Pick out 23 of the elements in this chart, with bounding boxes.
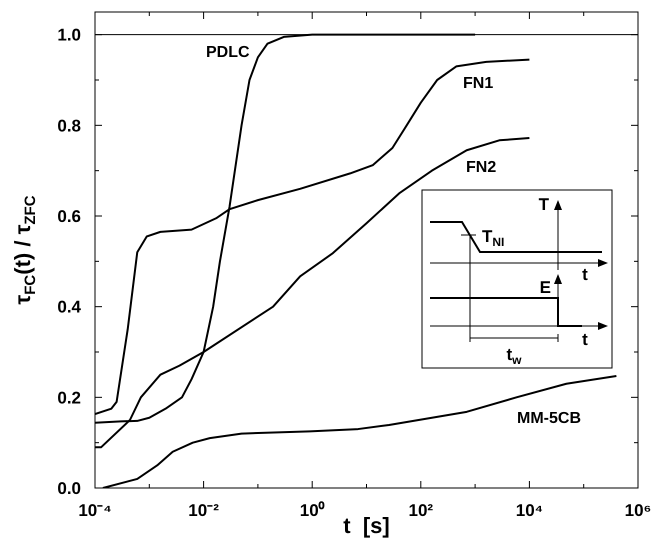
- annotation: t: [582, 265, 588, 284]
- annotation: T: [538, 195, 550, 214]
- y-tick-label: 0.6: [57, 207, 81, 226]
- x-tick-label: 10⁰: [300, 501, 325, 520]
- series-label: FN1: [463, 75, 494, 92]
- series-label: FN2: [466, 159, 496, 176]
- annotation: t$_{w}$: [506, 345, 522, 367]
- annotation: T$_{NI}$: [482, 227, 504, 249]
- annotation: E: [540, 278, 551, 297]
- x-tick-label: 10⁻⁴: [78, 501, 112, 520]
- x-tick-label: 10²: [408, 501, 434, 520]
- y-tick-label: 0.0: [57, 479, 81, 498]
- y-tick-label: 0.4: [57, 298, 82, 317]
- x-tick-label: 10⁶: [624, 501, 652, 520]
- x-axis-title: t [s]: [343, 513, 390, 538]
- annotation: t: [582, 330, 588, 349]
- y-tick-label: 1.0: [57, 26, 81, 45]
- series-label: PDLC: [206, 44, 250, 61]
- x-tick-label: 10⁴: [516, 501, 544, 520]
- y-tick-label: 0.2: [57, 388, 81, 408]
- y-tick-label: 0.8: [57, 116, 81, 136]
- x-tick-label: 10⁻²: [188, 501, 220, 520]
- series-label: MM-5CB: [517, 410, 581, 427]
